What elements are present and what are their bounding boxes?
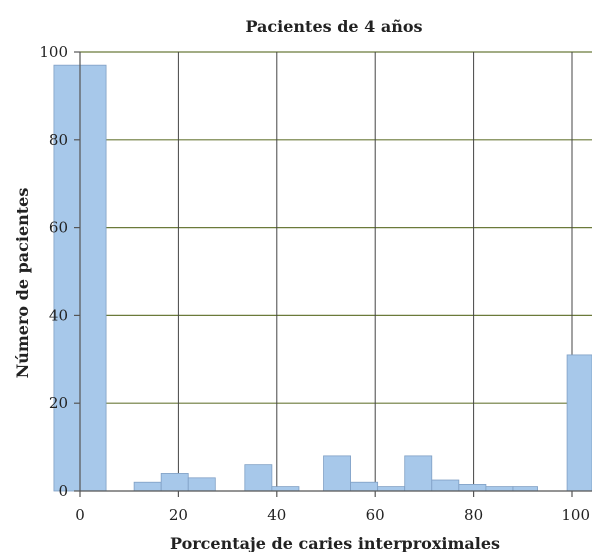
histogram-bar bbox=[160, 473, 189, 492]
axes-layer bbox=[74, 51, 592, 497]
y-tick-label: 40 bbox=[49, 306, 68, 324]
histogram-bar bbox=[244, 464, 273, 492]
histogram-bar bbox=[431, 479, 460, 492]
y-tick-label: 0 bbox=[58, 482, 68, 500]
y-tick-label: 100 bbox=[39, 43, 68, 61]
chart-title: Pacientes de 4 años bbox=[245, 17, 422, 36]
x-tick-label: 100 bbox=[561, 506, 590, 524]
x-axis-label: Porcentaje de caries interproximales bbox=[170, 534, 500, 552]
histogram-bar bbox=[404, 455, 433, 492]
y-tick-label: 80 bbox=[49, 131, 68, 149]
y-axis-label: Número de pacientes bbox=[13, 188, 32, 379]
histogram-bar bbox=[350, 481, 379, 492]
x-tick-label: 0 bbox=[75, 506, 85, 524]
bars-layer bbox=[53, 64, 592, 492]
grid-layer bbox=[80, 51, 592, 491]
histogram-bar bbox=[512, 486, 538, 492]
histogram-bar bbox=[458, 484, 487, 492]
histogram-bar bbox=[271, 486, 300, 492]
y-tick-label: 60 bbox=[49, 219, 68, 237]
histogram-bar bbox=[485, 486, 514, 492]
tick-labels: 0 20 40 60 80 100 0 20 40 60 80 100 bbox=[39, 43, 590, 524]
x-tick-label: 80 bbox=[464, 506, 483, 524]
histogram-bar bbox=[566, 354, 592, 492]
y-tick-label: 20 bbox=[49, 394, 68, 412]
x-tick-label: 40 bbox=[267, 506, 286, 524]
x-tick-label: 20 bbox=[169, 506, 188, 524]
histogram-bar bbox=[377, 486, 406, 492]
histogram-bar bbox=[323, 455, 352, 492]
histogram-bar bbox=[187, 477, 216, 492]
histogram-bar bbox=[133, 481, 162, 492]
x-tick-label: 60 bbox=[366, 506, 385, 524]
